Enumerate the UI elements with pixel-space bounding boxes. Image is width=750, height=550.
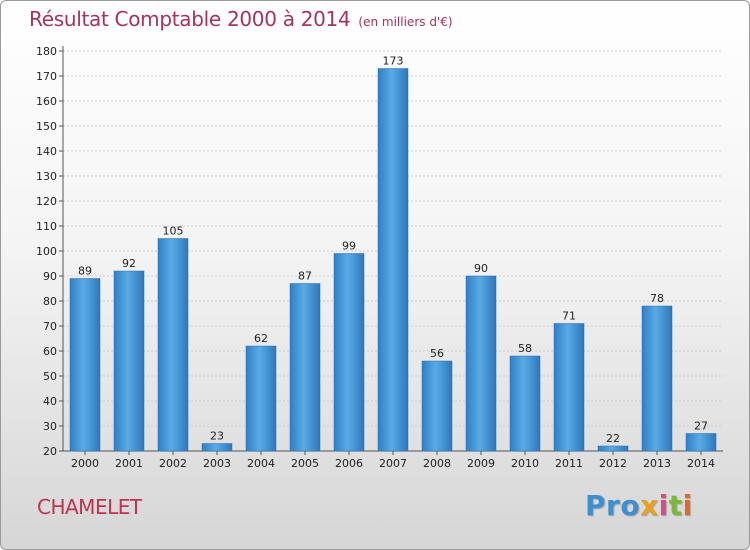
x-tick-label-2006: 2006 (335, 457, 363, 470)
y-tick-label: 20 (43, 445, 57, 458)
y-tick-label: 110 (36, 220, 57, 233)
y-tick-label: 50 (43, 370, 57, 383)
value-label-2002: 105 (163, 225, 184, 238)
bar-2010 (509, 355, 541, 452)
bar-2006 (333, 253, 365, 452)
value-label-2004: 62 (254, 332, 268, 345)
y-tick-label: 70 (43, 320, 57, 333)
value-label-2011: 71 (562, 310, 576, 323)
x-tick-label-2014: 2014 (687, 457, 715, 470)
bar-2001 (113, 270, 145, 452)
value-label-2010: 58 (518, 342, 532, 355)
value-label-2012: 22 (606, 432, 620, 445)
y-tick-label: 120 (36, 195, 57, 208)
value-label-2005: 87 (298, 270, 312, 283)
bar-2008 (421, 360, 453, 452)
x-tick-label-2011: 2011 (555, 457, 583, 470)
x-tick-label-2008: 2008 (423, 457, 451, 470)
y-tick-label: 160 (36, 95, 57, 108)
y-tick-label: 140 (36, 145, 57, 158)
bar-2003 (201, 443, 233, 452)
value-label-2009: 90 (474, 262, 488, 275)
y-tick-label: 40 (43, 395, 57, 408)
y-tick-label: 180 (36, 45, 57, 58)
bar-2004 (245, 345, 277, 452)
y-tick-label: 90 (43, 270, 57, 283)
bar-2000 (69, 278, 101, 452)
y-tick-label: 170 (36, 70, 57, 83)
chart-subtitle: (en milliers d'€) (358, 15, 453, 29)
x-tick-label-2009: 2009 (467, 457, 495, 470)
bar-2014 (685, 433, 717, 452)
y-tick-label: 60 (43, 345, 57, 358)
x-tick-label-2004: 2004 (247, 457, 275, 470)
value-label-2003: 23 (210, 430, 224, 443)
x-tick-label-2000: 2000 (71, 457, 99, 470)
chart-title: Résultat Comptable 2000 à 2014 (en millie… (29, 7, 453, 31)
bar-2009 (465, 275, 497, 452)
value-label-2001: 92 (122, 257, 136, 270)
y-tick-label: 130 (36, 170, 57, 183)
x-tick-label-2013: 2013 (643, 457, 671, 470)
x-tick-label-2010: 2010 (511, 457, 539, 470)
bar-2011 (553, 323, 585, 452)
x-tick-label-2002: 2002 (159, 457, 187, 470)
value-label-2013: 78 (650, 292, 664, 305)
x-tick-label-2007: 2007 (379, 457, 407, 470)
x-tick-labels: 2000 2001 2002 2003 2004 2005 2006 2007 2008 2009… (71, 457, 715, 470)
bar-2012 (597, 445, 629, 452)
value-label-2000: 89 (78, 265, 92, 278)
y-tick-labels: 20 30 40 50 60 70 80 90 100 110 120 130 140 150 160 170… (36, 45, 57, 458)
y-tick-label: 30 (43, 420, 57, 433)
bar-2005 (289, 283, 321, 452)
x-tick-label-2003: 2003 (203, 457, 231, 470)
value-label-2014: 27 (694, 420, 708, 433)
commune-name: CHAMELET (37, 495, 142, 519)
value-label-2008: 56 (430, 347, 444, 360)
value-label-2006: 99 (342, 240, 356, 253)
chart-title-text: Résultat Comptable 2000 à 2014 (29, 7, 351, 31)
bar-2007 (377, 68, 409, 452)
bars (69, 68, 717, 452)
bar-2013 (641, 305, 673, 452)
y-tick-label: 100 (36, 245, 57, 258)
value-label-2007: 173 (383, 55, 404, 68)
x-tick-label-2012: 2012 (599, 457, 627, 470)
y-tick-label: 80 (43, 295, 57, 308)
bar-2002 (157, 238, 189, 452)
proxiti-logo: Proxiti (585, 489, 693, 522)
value-labels: 89 92 105 23 62 87 99 173 56 90 58 71 22 78 27 (78, 55, 708, 446)
x-tick-label-2005: 2005 (291, 457, 319, 470)
y-tick-label: 150 (36, 120, 57, 133)
x-tick-label-2001: 2001 (115, 457, 143, 470)
